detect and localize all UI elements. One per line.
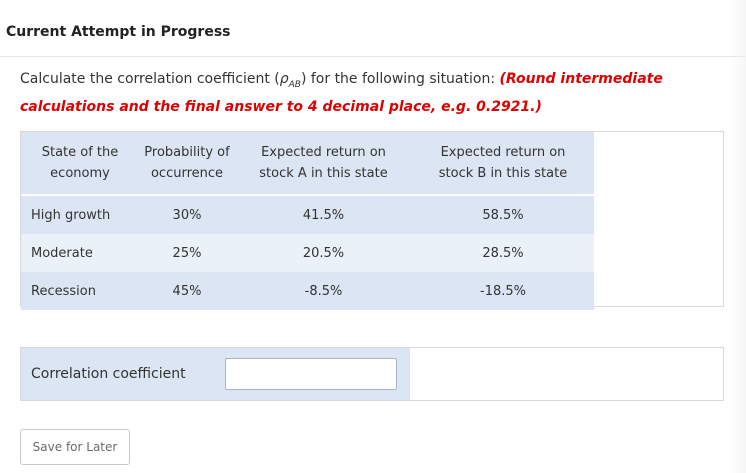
header-return-a-line1: Expected return on bbox=[261, 145, 386, 160]
header-state-line2: economy bbox=[50, 166, 110, 181]
row-separator bbox=[21, 194, 594, 196]
cell-return-b: 28.5% bbox=[482, 245, 524, 261]
cell-probability: 25% bbox=[172, 245, 202, 261]
header-return-b: Expected return on stock B in this state bbox=[412, 132, 594, 194]
page-title: Current Attempt in Progress bbox=[6, 24, 231, 40]
table-row: Moderate 25% 20.5% 28.5% bbox=[21, 234, 594, 272]
scroll-shade bbox=[728, 0, 746, 473]
save-for-later-button[interactable]: Save for Later bbox=[20, 429, 130, 465]
header-probability: Probability of occurrence bbox=[139, 132, 235, 194]
correlation-coefficient-input[interactable] bbox=[225, 358, 397, 390]
cell-probability: 45% bbox=[172, 283, 202, 299]
header-return-a-line2: stock A in this state bbox=[259, 166, 388, 181]
correlation-coefficient-label: Correlation coefficient bbox=[31, 366, 186, 382]
table-row: Recession 45% -8.5% -18.5% bbox=[21, 272, 594, 310]
header-probability-line1: Probability of bbox=[144, 145, 230, 160]
rho-letter: ρ bbox=[279, 71, 289, 87]
attempt-header: Current Attempt in Progress bbox=[0, 0, 746, 57]
cell-return-a: -8.5% bbox=[304, 283, 343, 299]
cell-probability: 30% bbox=[172, 207, 202, 223]
table-row: High growth 30% 41.5% 58.5% bbox=[21, 196, 594, 234]
cell-return-b: 58.5% bbox=[482, 207, 524, 223]
header-state: State of the economy bbox=[21, 132, 139, 194]
question-prefix: Calculate the correlation coefficient ( bbox=[20, 71, 280, 87]
rho-subscript: AB bbox=[288, 79, 301, 90]
cell-return-a: 41.5% bbox=[302, 207, 345, 223]
header-probability-line2: occurrence bbox=[150, 166, 224, 181]
header-return-b-line2: stock B in this state bbox=[438, 166, 568, 181]
cell-state: Recession bbox=[31, 283, 96, 299]
cell-state: High growth bbox=[31, 207, 111, 223]
header-return-a: Expected return on stock A in this state bbox=[235, 132, 412, 194]
cell-return-a: 20.5% bbox=[302, 245, 345, 261]
rounding-instruction: (Round intermediate calculations and the… bbox=[20, 71, 663, 115]
header-return-b-line1: Expected return on bbox=[440, 145, 566, 160]
economy-states-table: State of the economy Probability of occu… bbox=[20, 131, 724, 310]
question-text: Calculate the correlation coefficient (ρ… bbox=[20, 68, 720, 118]
rho-symbol: ρAB bbox=[279, 71, 301, 90]
answer-row: Correlation coefficient bbox=[21, 348, 410, 400]
answer-table: Correlation coefficient bbox=[20, 347, 724, 401]
table-header-row: State of the economy Probability of occu… bbox=[21, 132, 594, 194]
cell-return-b: -18.5% bbox=[480, 283, 526, 299]
question-suffix: ) for the following situation: bbox=[300, 71, 500, 87]
cell-state: Moderate bbox=[31, 245, 93, 261]
table-grid: State of the economy Probability of occu… bbox=[21, 132, 594, 310]
header-state-line1: State of the bbox=[41, 145, 119, 160]
